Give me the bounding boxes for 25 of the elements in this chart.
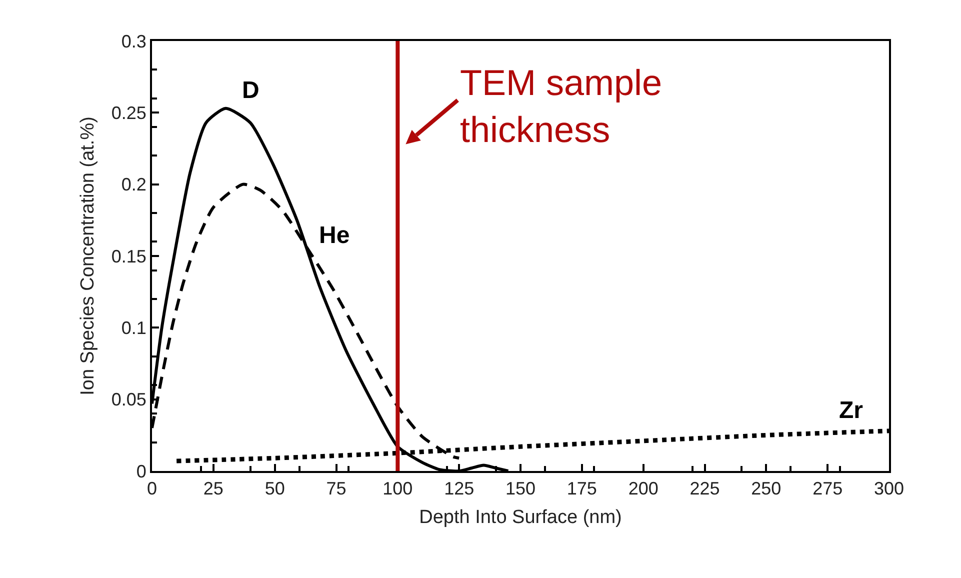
x-tick-label: 75	[326, 478, 346, 499]
x-tick-label: 225	[690, 478, 720, 499]
x-tick-label: 150	[505, 478, 536, 499]
y-tick-label: 0.05	[111, 390, 146, 410]
x-tick-label: 200	[628, 478, 658, 499]
series-label: Zr	[839, 397, 863, 424]
x-tick-label: 250	[751, 478, 782, 499]
series-label: D	[242, 77, 260, 104]
y-tick-label: 0	[136, 461, 146, 482]
y-tick-label: 0.2	[121, 174, 146, 195]
x-tick-label: 275	[812, 478, 843, 499]
y-tick-label: 0.1	[121, 318, 146, 338]
x-tick-label: 25	[203, 478, 224, 499]
x-axis-title: Depth Into Surface (nm)	[419, 506, 622, 528]
y-tick-label: 0.25	[111, 102, 146, 123]
ref-line-label: TEM sample thickness	[460, 62, 662, 150]
x-tick-label: 50	[264, 478, 285, 499]
x-tick-label: 100	[382, 478, 413, 499]
y-axis-title: Ion Species Concentration (at.%)	[78, 116, 99, 396]
x-tick-label: 300	[874, 478, 904, 499]
y-tick-label: 0.3	[121, 31, 146, 52]
x-tick-label: 175	[566, 478, 597, 499]
x-tick-label: 125	[444, 478, 474, 499]
y-tick-label: 0.15	[111, 246, 146, 266]
series-label: He	[319, 222, 350, 249]
